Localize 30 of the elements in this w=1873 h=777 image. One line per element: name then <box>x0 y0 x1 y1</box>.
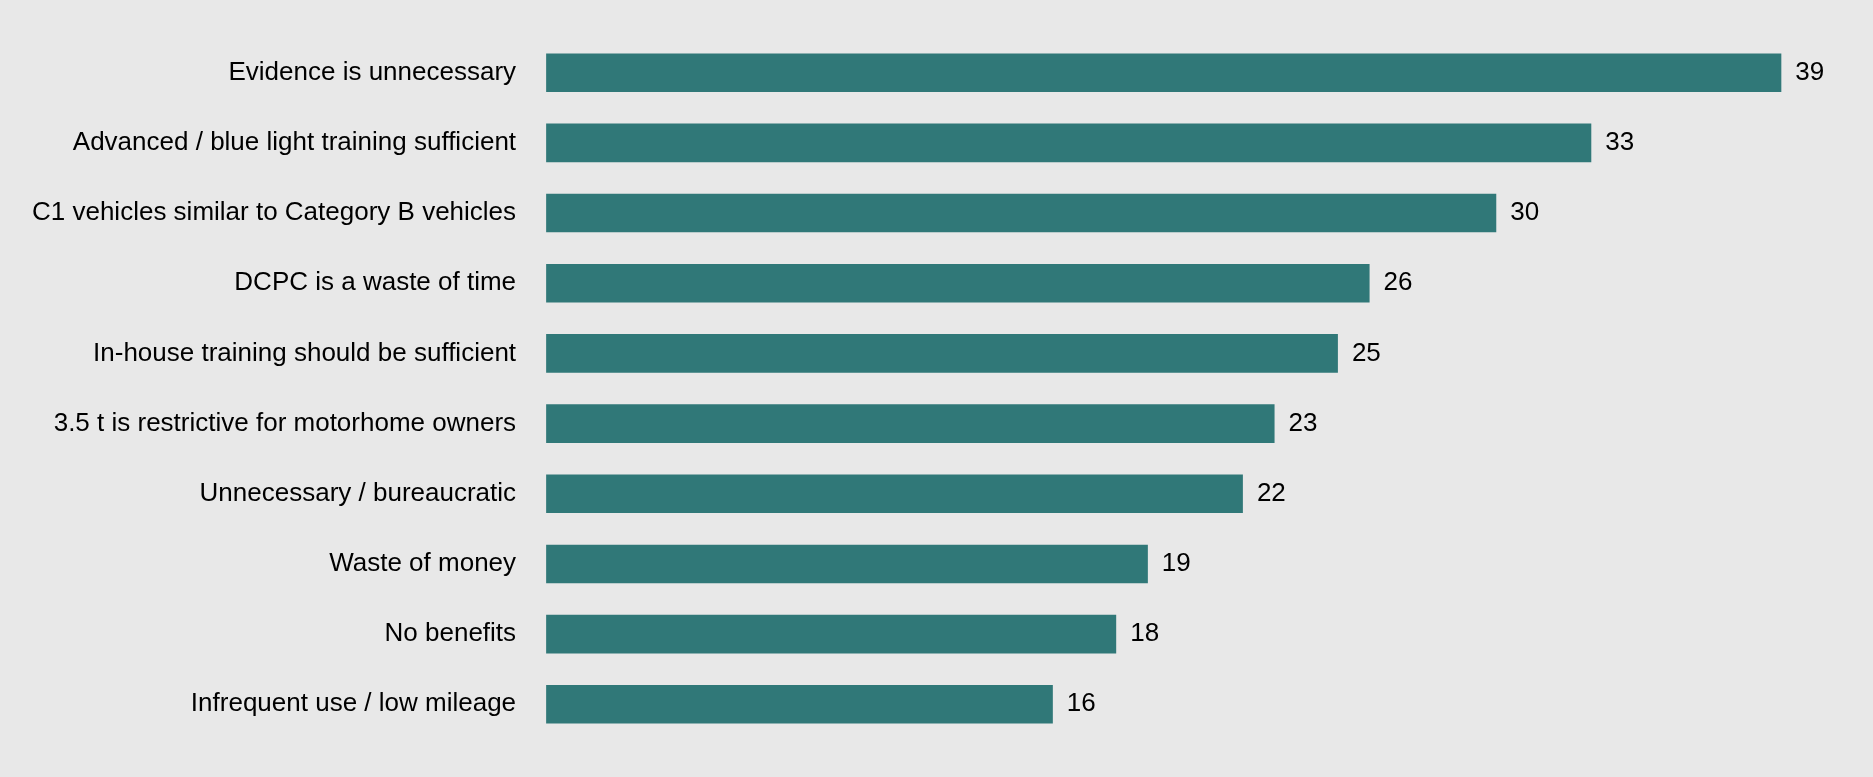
y-tick-label: Advanced / blue light training sufficient <box>72 126 517 157</box>
y-tick-label: 3.5 t is restrictive for motorhome owners <box>53 406 517 437</box>
y-tick-label: No benefits <box>384 617 517 648</box>
data-label: 39 <box>1795 55 1825 86</box>
bar <box>546 544 1148 584</box>
data-label: 26 <box>1383 266 1413 297</box>
data-label: 18 <box>1130 617 1160 648</box>
y-tick-label: C1 vehicles similar to Category B vehicles <box>31 196 517 227</box>
y-tick-label: Unnecessary / bureaucratic <box>199 476 517 507</box>
data-label: 16 <box>1066 687 1096 718</box>
bar <box>546 685 1053 724</box>
data-label: 25 <box>1351 336 1381 367</box>
bar <box>546 193 1497 233</box>
bar <box>546 404 1275 443</box>
bar <box>546 123 1592 163</box>
data-label: 19 <box>1161 547 1191 578</box>
data-label: 30 <box>1510 196 1540 227</box>
bar <box>546 614 1117 654</box>
y-tick-label: Infrequent use / low mileage <box>190 687 517 718</box>
y-tick-label: DCPC is a waste of time <box>234 266 517 297</box>
data-label: 22 <box>1256 476 1286 507</box>
bar <box>546 53 1782 92</box>
bar <box>546 474 1243 514</box>
y-tick-label: Waste of money <box>329 547 517 578</box>
bar <box>546 334 1338 373</box>
y-tick-label: Evidence is unnecessary <box>228 55 517 86</box>
data-label: 23 <box>1288 406 1318 437</box>
data-label: 33 <box>1605 126 1635 157</box>
bar <box>546 263 1370 303</box>
y-tick-label: In-house training should be sufficient <box>93 336 517 367</box>
